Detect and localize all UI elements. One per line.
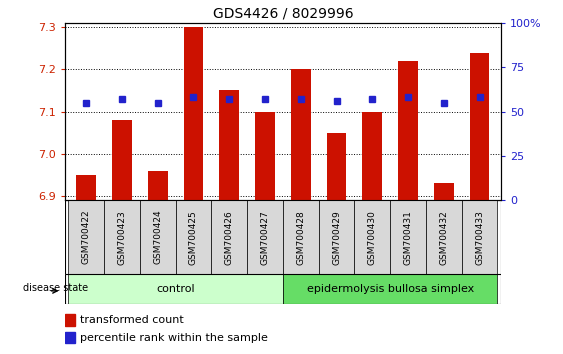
Bar — [68, 274, 283, 304]
Bar — [462, 200, 498, 274]
Bar — [355, 200, 390, 274]
Text: control: control — [157, 284, 195, 295]
Text: GSM700431: GSM700431 — [404, 210, 413, 265]
Bar — [434, 183, 454, 200]
Bar — [77, 175, 96, 200]
Bar — [327, 133, 346, 200]
Bar — [65, 332, 75, 343]
Text: GSM700424: GSM700424 — [153, 210, 162, 264]
Text: GSM700432: GSM700432 — [439, 210, 448, 264]
Bar — [211, 200, 247, 274]
Bar — [426, 200, 462, 274]
Bar — [319, 200, 355, 274]
Text: GSM700427: GSM700427 — [261, 210, 270, 264]
Bar — [291, 69, 311, 200]
Bar — [184, 27, 203, 200]
Text: percentile rank within the sample: percentile rank within the sample — [81, 333, 269, 343]
Bar — [283, 200, 319, 274]
Text: disease state: disease state — [23, 283, 88, 293]
Bar — [140, 200, 176, 274]
Bar — [398, 61, 418, 200]
Text: GSM700425: GSM700425 — [189, 210, 198, 264]
Bar — [104, 200, 140, 274]
Text: GSM700422: GSM700422 — [82, 210, 91, 264]
Bar — [363, 112, 382, 200]
Bar — [112, 120, 132, 200]
Text: GSM700428: GSM700428 — [296, 210, 305, 264]
Bar — [470, 52, 489, 200]
Bar — [247, 200, 283, 274]
Text: epidermolysis bullosa simplex: epidermolysis bullosa simplex — [307, 284, 474, 295]
Bar — [255, 112, 275, 200]
Bar — [283, 274, 498, 304]
Title: GDS4426 / 8029996: GDS4426 / 8029996 — [213, 6, 353, 21]
Bar — [220, 90, 239, 200]
Bar — [390, 200, 426, 274]
Text: GSM700423: GSM700423 — [118, 210, 127, 264]
Bar — [68, 200, 104, 274]
Bar — [65, 314, 75, 326]
Text: transformed count: transformed count — [81, 315, 184, 325]
Text: GSM700429: GSM700429 — [332, 210, 341, 264]
Bar — [176, 200, 211, 274]
Text: GSM700426: GSM700426 — [225, 210, 234, 264]
Text: GSM700430: GSM700430 — [368, 210, 377, 265]
Bar — [148, 171, 168, 200]
Text: GSM700433: GSM700433 — [475, 210, 484, 265]
